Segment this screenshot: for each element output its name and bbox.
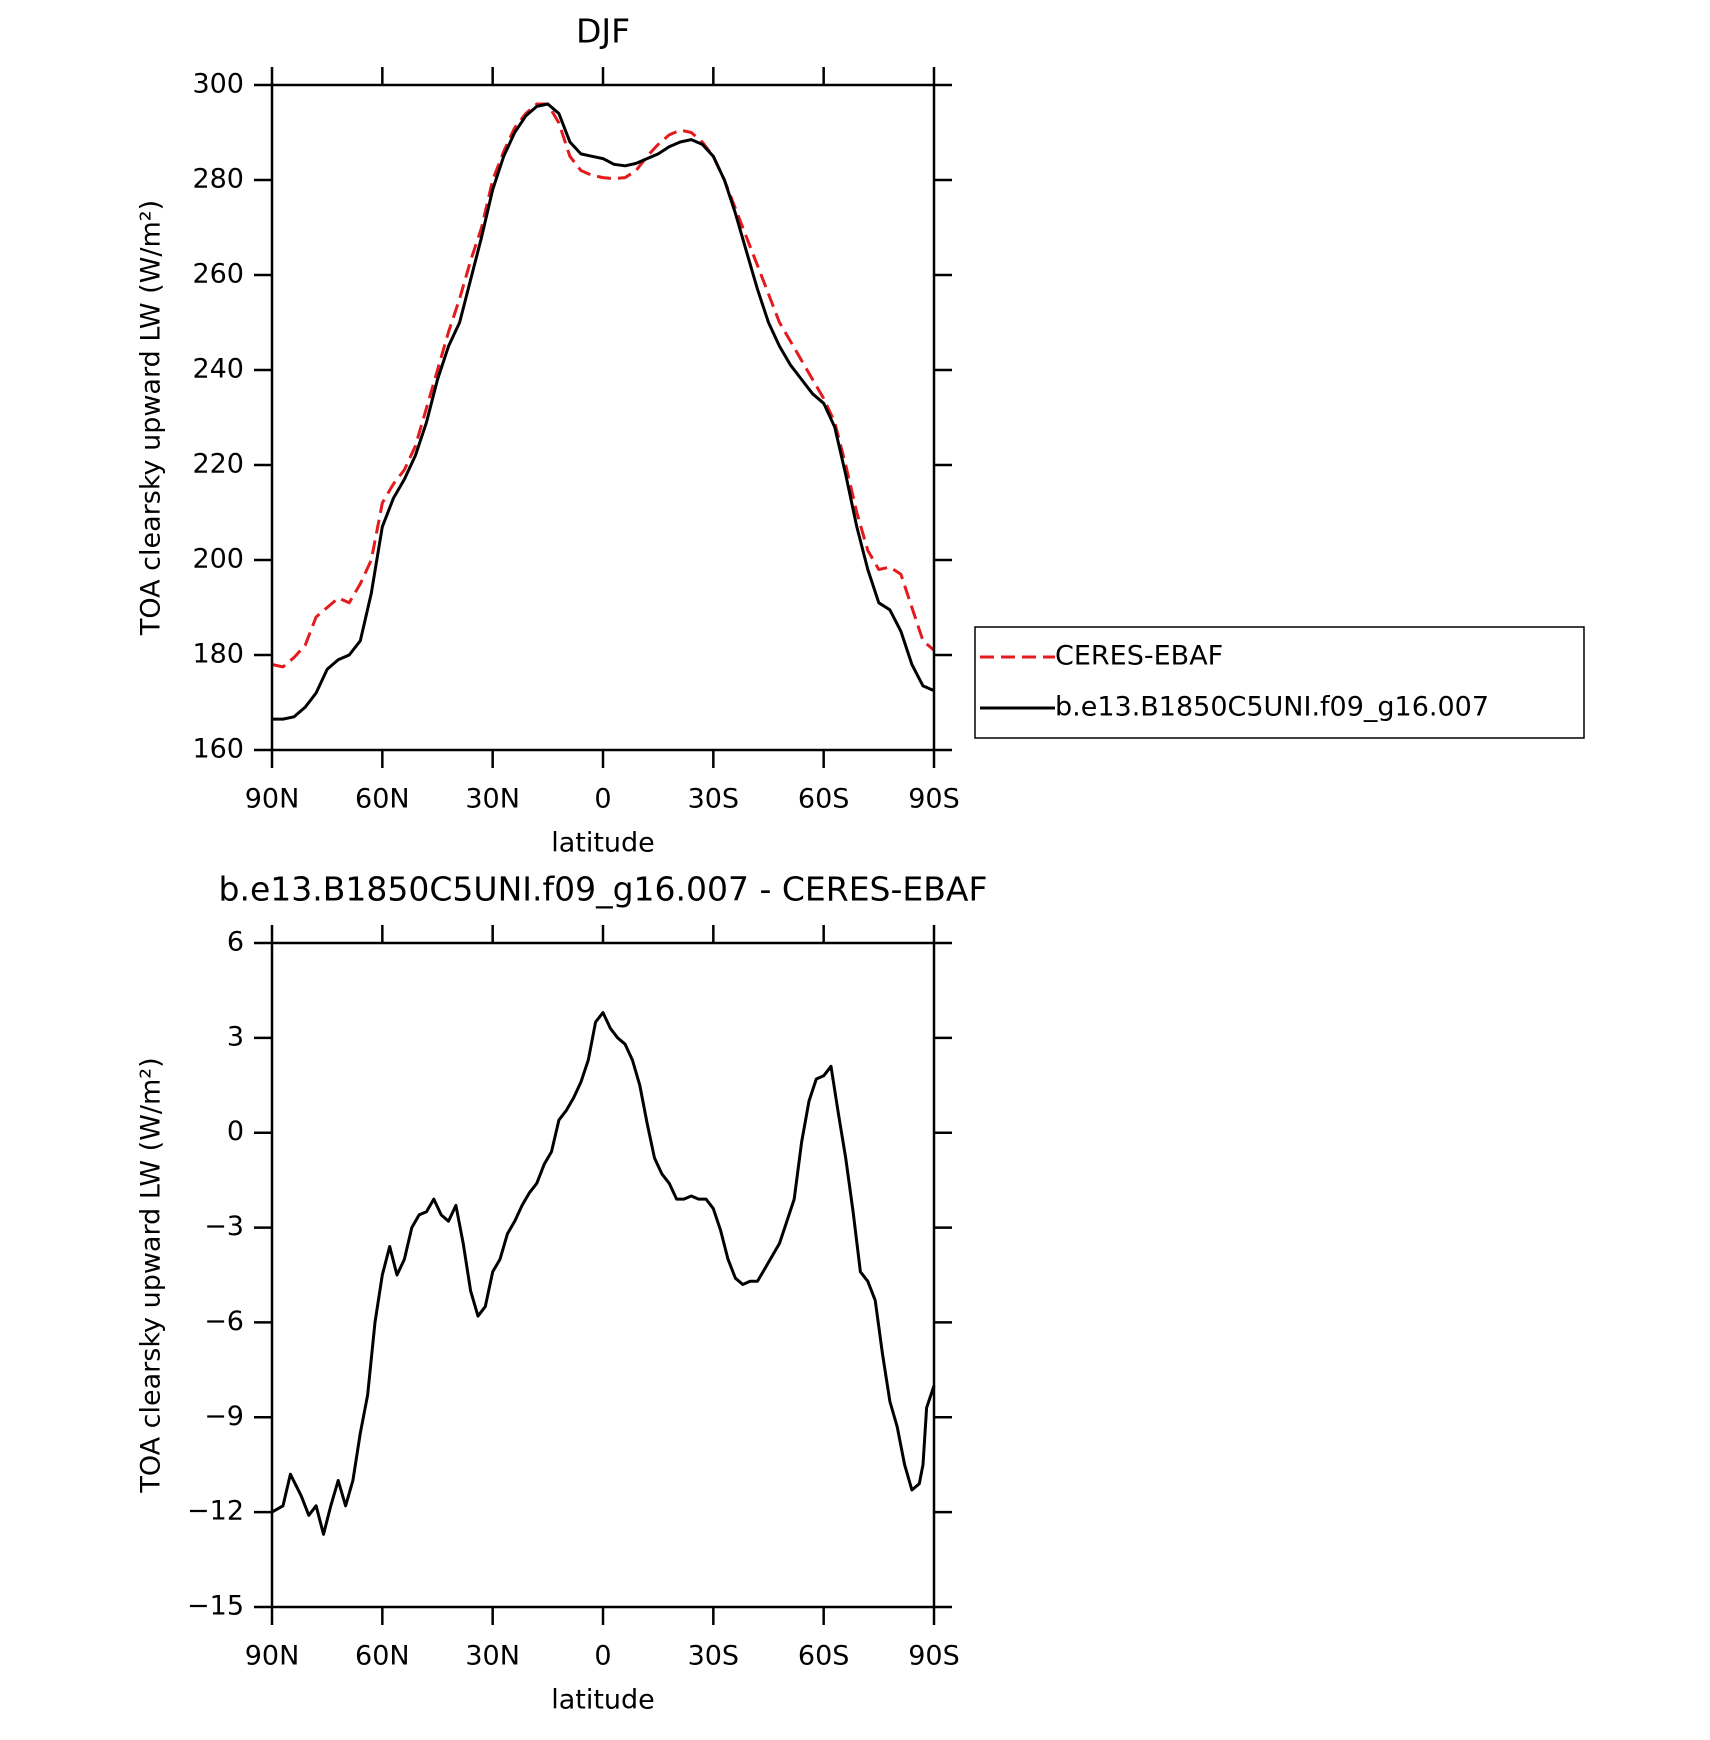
x-tick-label: 30S bbox=[688, 1641, 740, 1672]
y-tick-label: −9 bbox=[204, 1401, 244, 1432]
x-tick-label: 30N bbox=[465, 1641, 520, 1672]
y-tick-label: −3 bbox=[204, 1211, 244, 1242]
y-tick-label: 0 bbox=[227, 1116, 244, 1147]
x-axis-label: latitude bbox=[551, 1685, 655, 1716]
y-tick-label: 260 bbox=[192, 259, 244, 290]
x-tick-label: 90N bbox=[245, 784, 300, 815]
x-tick-label: 30S bbox=[688, 784, 740, 815]
y-tick-label: 3 bbox=[227, 1021, 244, 1052]
x-tick-label: 60N bbox=[355, 1641, 410, 1672]
legend-label: CERES-EBAF bbox=[1055, 641, 1223, 672]
plot-frame bbox=[270, 83, 936, 752]
legend-label: b.e13.B1850C5UNI.f09_g16.007 bbox=[1055, 692, 1489, 723]
x-tick-label: 0 bbox=[594, 1641, 611, 1672]
y-tick-label: 240 bbox=[192, 354, 244, 385]
chart-title: DJF bbox=[576, 12, 630, 51]
chart-title: b.e13.B1850C5UNI.f09_g16.007 - CERES-EBA… bbox=[219, 870, 988, 909]
legend-box bbox=[974, 626, 1585, 739]
y-tick-label: 160 bbox=[192, 734, 244, 765]
x-tick-label: 90S bbox=[908, 1641, 960, 1672]
series-line bbox=[271, 1011, 936, 1536]
y-tick-label: −6 bbox=[204, 1306, 244, 1337]
x-tick-label: 90S bbox=[908, 784, 960, 815]
x-tick-label: 30N bbox=[465, 784, 520, 815]
y-tick-label: −15 bbox=[187, 1591, 244, 1622]
y-tick-label: −12 bbox=[187, 1496, 244, 1527]
plot-frame bbox=[270, 941, 936, 1609]
x-tick-label: 60N bbox=[355, 784, 410, 815]
y-tick-label: 180 bbox=[192, 639, 244, 670]
x-tick-label: 0 bbox=[594, 784, 611, 815]
x-tick-label: 60S bbox=[798, 1641, 850, 1672]
x-tick-label: 90N bbox=[245, 1641, 300, 1672]
x-axis-label: latitude bbox=[551, 828, 655, 859]
y-tick-label: 6 bbox=[227, 927, 244, 958]
y-tick-label: 200 bbox=[192, 544, 244, 575]
series-line bbox=[271, 102, 935, 669]
y-tick-label: 220 bbox=[192, 449, 244, 480]
y-axis-label: TOA clearsky upward LW (W/m²) bbox=[136, 200, 167, 636]
series-line bbox=[272, 102, 935, 721]
x-tick-label: 60S bbox=[798, 784, 850, 815]
y-axis-label: TOA clearsky upward LW (W/m²) bbox=[136, 1057, 167, 1493]
y-tick-label: 280 bbox=[192, 164, 244, 195]
y-tick-label: 300 bbox=[192, 69, 244, 100]
